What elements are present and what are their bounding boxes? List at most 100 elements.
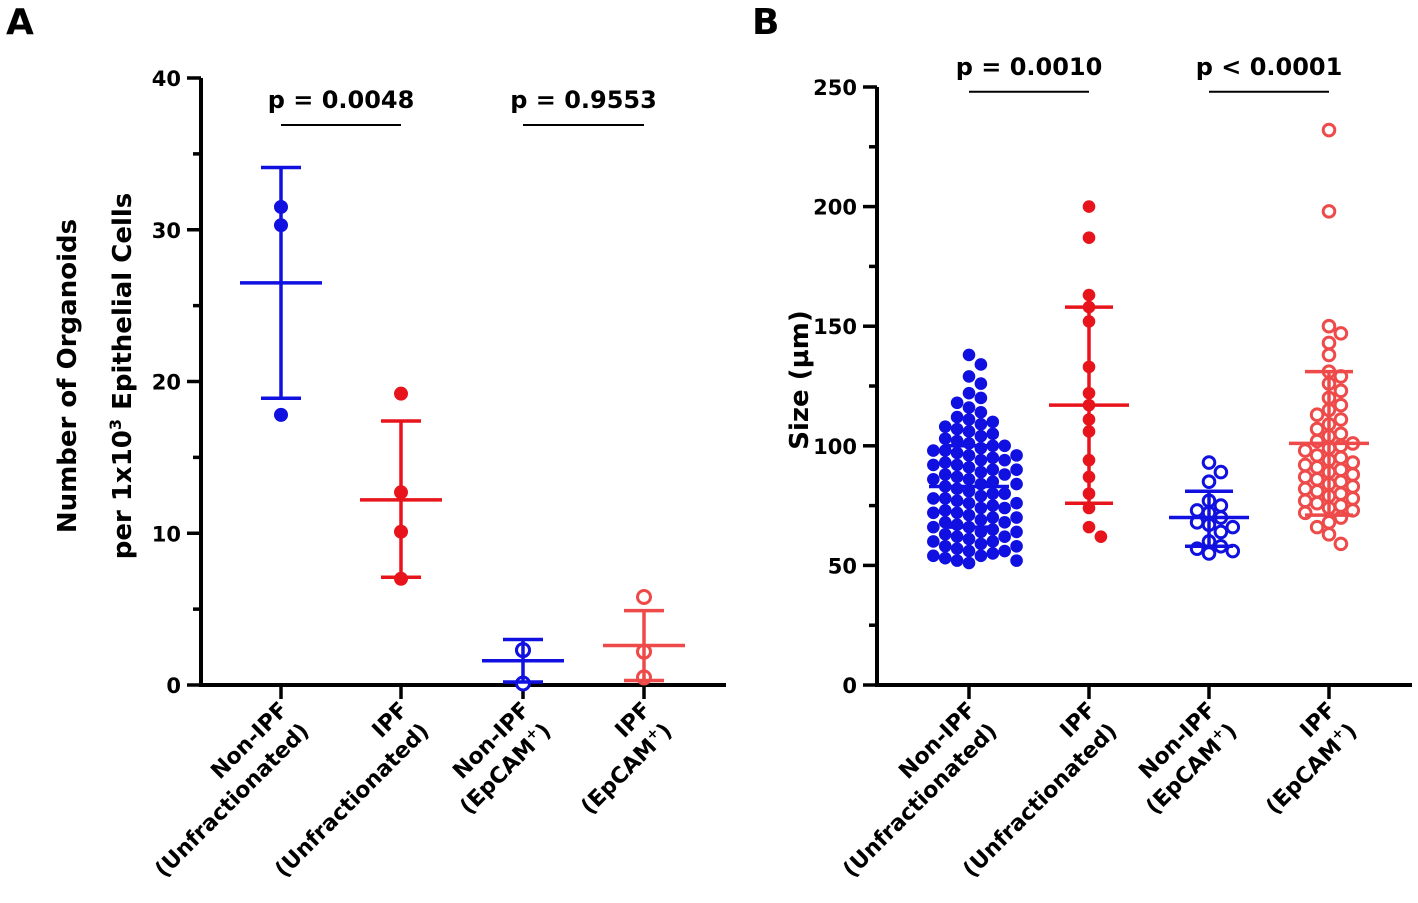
panel-b-data-point [1094,530,1108,543]
panel-a-y-tick-label: 40 [152,67,181,91]
panel-b-data-point [1309,407,1325,423]
panel-b-data-point [938,551,952,565]
panel-b-category-label: IPF(EpCAM+) [1262,698,1363,820]
panel-a-y-axis-title: Number of Organoids [53,219,83,533]
panel-b-data-point [998,516,1011,529]
panel-b-data-point [938,504,952,517]
panel-b-data-point [950,530,964,543]
panel-b-data-point [1213,524,1229,540]
panel-b-group-1 [927,348,1023,570]
panel-b-data-point [1213,464,1229,480]
panel-b-data-point [974,513,988,527]
panel-b-data-point [1082,520,1096,534]
panel-b-data-point [974,377,988,390]
panel-b-data-point [950,396,964,410]
panel-b-data-point [938,432,952,445]
panel-b-data-point [1321,347,1337,363]
panel-b-data-point [1082,200,1096,213]
panel-a-category-label: IPF(EpCAM+) [577,698,678,820]
panel-b-data-point [962,425,976,438]
panel-b-data-point [998,487,1011,500]
panel-b-data-point [1297,443,1313,458]
panel-b-data-point [1082,231,1096,244]
panel-b-data-point [950,506,964,520]
panel-b-data-point [950,458,964,472]
panel-b-ylabel: Size (µm) [785,310,815,449]
panel-a-group-1 [240,165,322,422]
panel-b-data-point [1082,288,1096,302]
panel-a-label: A [6,2,34,43]
panel-b-p-value: p < 0.0001 [1196,53,1343,81]
panel-b-data-point [986,427,1000,441]
panel-a-y-axis-title-line2: per 1x103 Epithelial Cells [106,193,138,560]
panel-a-y-tick-label: 30 [152,219,181,243]
panel-b-data-point [950,542,964,555]
panel-b-data-point [927,492,940,505]
panel-b-data-point [974,465,988,479]
panel-b-data-point [998,439,1011,453]
panel-b-data-point [1010,496,1023,510]
panel-b-data-point [1321,122,1337,138]
panel-b-data-point [974,501,988,515]
panel-b-y-tick-label: 0 [842,674,857,698]
panel-b-group-3 [1169,455,1249,561]
panel-b-data-point [950,446,964,460]
panel-b-data-point [1010,511,1023,524]
panel-b-data-point [986,463,1000,477]
panel-a-p-value: p = 0.0048 [268,86,415,114]
panel-b-data-point [974,453,988,467]
panel-b-y-tick-label: 150 [813,315,857,339]
panel-b-data-point [1010,554,1023,567]
panel-b-data-point [962,348,976,362]
panel-b-data-point [1010,463,1023,477]
panel-b-data-point [1189,503,1205,518]
panel-b-data-point [986,535,1000,548]
panel-b-data-point [1333,397,1349,413]
panel-b-data-point [1010,539,1023,553]
panel-b-data-point [962,386,976,400]
panel-a-data-point [274,407,288,422]
panel-b-data-point [1321,318,1337,334]
panel-b-data-point [974,537,988,551]
panel-b-y-tick-label: 50 [828,554,857,578]
panel-b-data-point [1345,479,1361,494]
panel-b-data-point [927,535,940,548]
panel-b-y-tick-label: 100 [813,435,857,459]
panel-a-data-point [394,386,408,401]
panel-b-data-point [998,544,1011,558]
panel-b-data-point [1297,481,1313,497]
panel-b-data-point [1333,383,1349,399]
panel-b-data-point [1297,457,1313,473]
panel-b-data-point [927,549,940,563]
panel-b-data-point [1321,527,1337,542]
panel-b-data-point [1213,498,1229,513]
panel-b-data-point [1309,483,1325,499]
panel-a-y-tick-label: 10 [152,522,181,546]
panel-a-p-value: p = 0.9553 [510,86,657,114]
panel-b-p-value: p = 0.0010 [956,53,1103,81]
panel-b-data-point [974,391,988,405]
panel-b-y-axis-title: Size (µm) [785,310,815,449]
panel-a: A Number of Organoids per 1x103 Epitheli… [6,2,726,883]
panel-b-data-point [998,530,1011,543]
panel-b-data-point [1309,460,1325,475]
panel-b-group-4 [1289,122,1369,552]
panel-b-data-point [950,470,964,484]
panel-b-data-point [974,358,988,371]
panel-b-data-point [974,489,988,503]
panel-b-data-point [1333,486,1349,501]
panel-b-data-point [974,429,988,443]
panel-b-data-point [1333,412,1349,427]
panel-b-data-point [962,544,976,558]
panel-b-data-point [1010,449,1023,462]
panel-b-data-point [1010,477,1023,491]
panel-b-data-point [1309,495,1325,511]
panel-b-data-point [927,506,940,520]
panel-a-group-3 [482,637,564,692]
panel-b-group-2 [1049,200,1129,543]
panel-b-data-point [998,468,1011,481]
panel-a-ylabel-line1: Number of Organoids [53,219,83,533]
panel-b-data-point [1321,335,1337,351]
panel-b-data-point [950,422,964,436]
